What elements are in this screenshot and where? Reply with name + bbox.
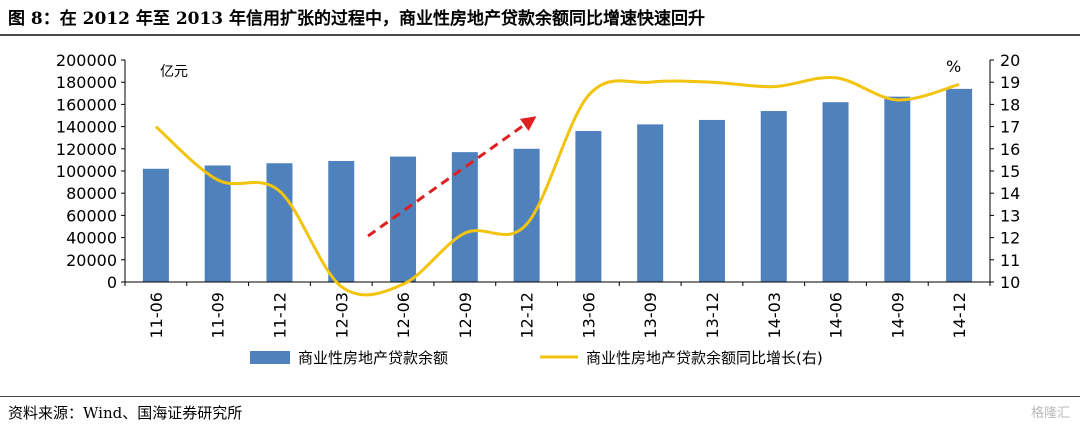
- y-right-tick-label: 16: [1000, 140, 1020, 159]
- bar-11-12: [266, 163, 292, 282]
- x-tick-label: 13-09: [641, 292, 660, 339]
- bar-13-09: [637, 124, 663, 282]
- y-left-tick-label: 60000: [66, 206, 117, 225]
- y-right-tick-label: 13: [1000, 206, 1020, 225]
- x-tick-label: 14-06: [827, 292, 846, 339]
- x-tick-label: 11-12: [270, 292, 289, 339]
- x-tick-label: 11-09: [209, 292, 228, 339]
- bar-14-09: [884, 97, 910, 282]
- y-right-tick-label: 20: [1000, 51, 1020, 70]
- y-left-tick-label: 40000: [66, 229, 117, 248]
- bar-14-12: [946, 89, 972, 282]
- legend-label-line: 商业性房地产贷款余额同比增长(右): [586, 349, 823, 367]
- y-left-tick-label: 180000: [56, 73, 117, 92]
- y-right-tick-label: 18: [1000, 95, 1020, 114]
- y-right-unit: %: [946, 57, 961, 76]
- y-left-tick-label: 200000: [56, 51, 117, 70]
- footer-divider: [0, 396, 1080, 397]
- x-tick-label: 12-03: [332, 292, 351, 339]
- y-left-tick-label: 140000: [56, 118, 117, 137]
- y-left-tick-label: 0: [107, 273, 117, 292]
- y-left-tick-label: 160000: [56, 95, 117, 114]
- bar-12-03: [328, 161, 354, 282]
- x-tick-label: 12-06: [394, 292, 413, 339]
- y-left-tick-label: 20000: [66, 251, 117, 270]
- legend-swatch-bar: [250, 351, 290, 364]
- watermark: 格隆汇: [1031, 402, 1070, 421]
- x-tick-label: 13-06: [579, 292, 598, 339]
- y-right-tick-label: 12: [1000, 229, 1020, 248]
- y-right-tick-label: 10: [1000, 273, 1020, 292]
- y-left-tick-label: 100000: [56, 162, 117, 181]
- x-tick-label: 14-03: [765, 292, 784, 339]
- y-left-tick-label: 120000: [56, 140, 117, 159]
- x-tick-label: 12-12: [518, 292, 537, 339]
- bar-13-06: [575, 131, 601, 282]
- bar-13-12: [699, 120, 725, 282]
- y-right-tick-label: 11: [1000, 251, 1020, 270]
- bar-12-12: [514, 149, 540, 282]
- y-right-tick-label: 14: [1000, 184, 1020, 203]
- y-right-tick-label: 17: [1000, 118, 1020, 137]
- y-left-tick-label: 80000: [66, 184, 117, 203]
- bar-11-06: [143, 169, 169, 282]
- y-right-tick-label: 15: [1000, 162, 1020, 181]
- x-tick-label: 13-12: [703, 292, 722, 339]
- source-note: 资料来源：Wind、国海证券研究所: [8, 402, 242, 423]
- chart: 0 20000 40000 60000 80000 100000 120000 140000 1…: [0, 0, 1080, 396]
- x-tick-label: 11-06: [147, 292, 166, 339]
- x-tick-label: 14-09: [888, 292, 907, 339]
- bar-14-06: [823, 102, 849, 282]
- y-right-tick-label: 19: [1000, 73, 1020, 92]
- bar-14-03: [761, 111, 787, 282]
- x-tick-label: 12-09: [456, 292, 475, 339]
- legend-label-bar: 商业性房地产贷款余额: [298, 349, 448, 367]
- x-tick-label: 14-12: [950, 292, 969, 339]
- bar-12-09: [452, 152, 478, 282]
- y-left-unit: 亿元: [160, 64, 188, 80]
